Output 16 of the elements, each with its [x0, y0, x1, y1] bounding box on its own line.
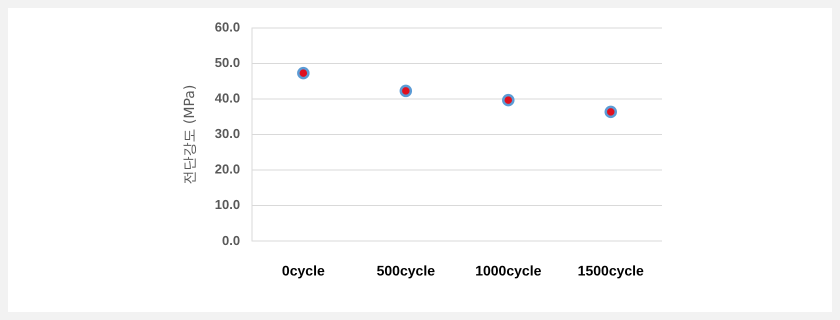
point	[400, 84, 412, 98]
x-tick-label: 500cycle	[376, 262, 436, 278]
y-tick-label: 20.0	[214, 162, 240, 177]
y-tick-label: 40.0	[214, 90, 240, 106]
x-tick-label: 1000cycle	[475, 262, 542, 278]
x-tick-label: 1500cycle	[578, 262, 644, 278]
y-tick-label: 60.0	[214, 20, 240, 35]
point	[297, 66, 310, 80]
y-tick-label: 10.0	[214, 197, 240, 212]
x-tick-label: 0cycle	[282, 262, 325, 278]
point	[502, 94, 515, 106]
point	[604, 106, 618, 118]
y-axis-title: 전단강도 (MPa)	[182, 84, 198, 185]
y-tick-label: 30.0	[214, 126, 240, 142]
y-tick-label: 0.0	[222, 232, 240, 248]
y-tick-label: 50.0	[214, 55, 240, 70]
